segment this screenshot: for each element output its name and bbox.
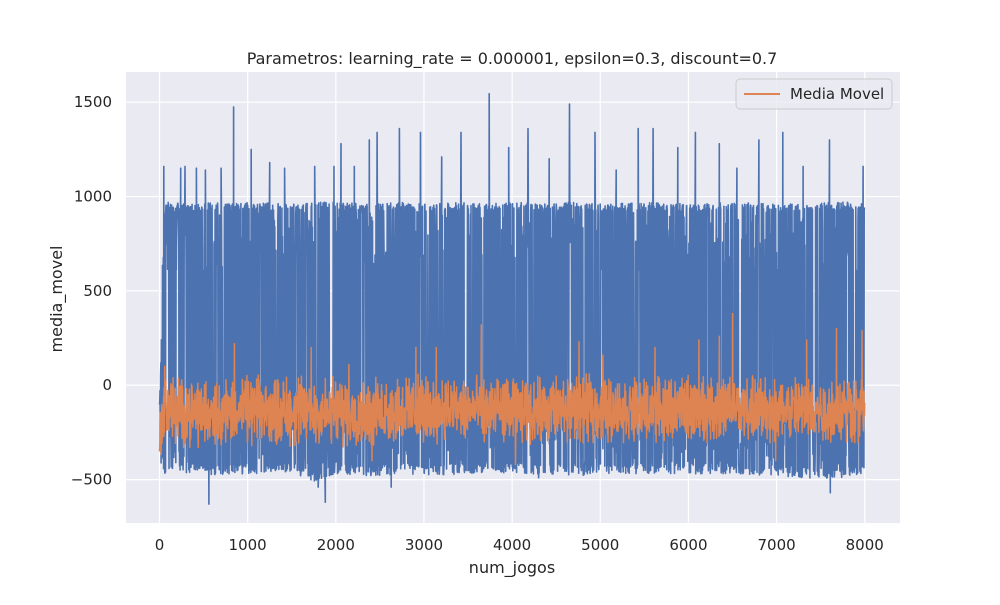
y-axis: −500 0 500 1000 1500 [71,93,112,488]
x-tick-label: 5000 [581,536,619,554]
y-axis-label: media_movel [47,246,67,353]
y-tick-label: −500 [71,471,112,489]
x-tick-label: 2000 [317,536,355,554]
y-tick-label: 500 [83,282,112,300]
x-tick-label: 0 [155,536,165,554]
series-line-media-movel [158,312,866,466]
y-tick-label: 1000 [74,188,112,206]
x-tick-label: 1000 [229,536,267,554]
legend-box [735,78,893,110]
x-axis-label: num_jogos [469,558,555,578]
x-tick-label: 3000 [405,536,443,554]
x-tick-label: 4000 [493,536,531,554]
legend-entry-media-movel: Media Movel [790,85,884,103]
y-tick-label: 0 [102,376,112,394]
chart-title: Parametros: learning_rate = 0.000001, ep… [247,49,778,69]
x-tick-label: 7000 [757,536,795,554]
series-layer [158,92,866,505]
x-tick-label: 8000 [846,536,884,554]
x-axis: 0 1000 2000 3000 4000 5000 6000 7000 8000 [155,536,884,554]
x-tick-label: 6000 [669,536,707,554]
y-tick-label: 1500 [74,93,112,111]
legend: Media Movel [735,78,893,110]
